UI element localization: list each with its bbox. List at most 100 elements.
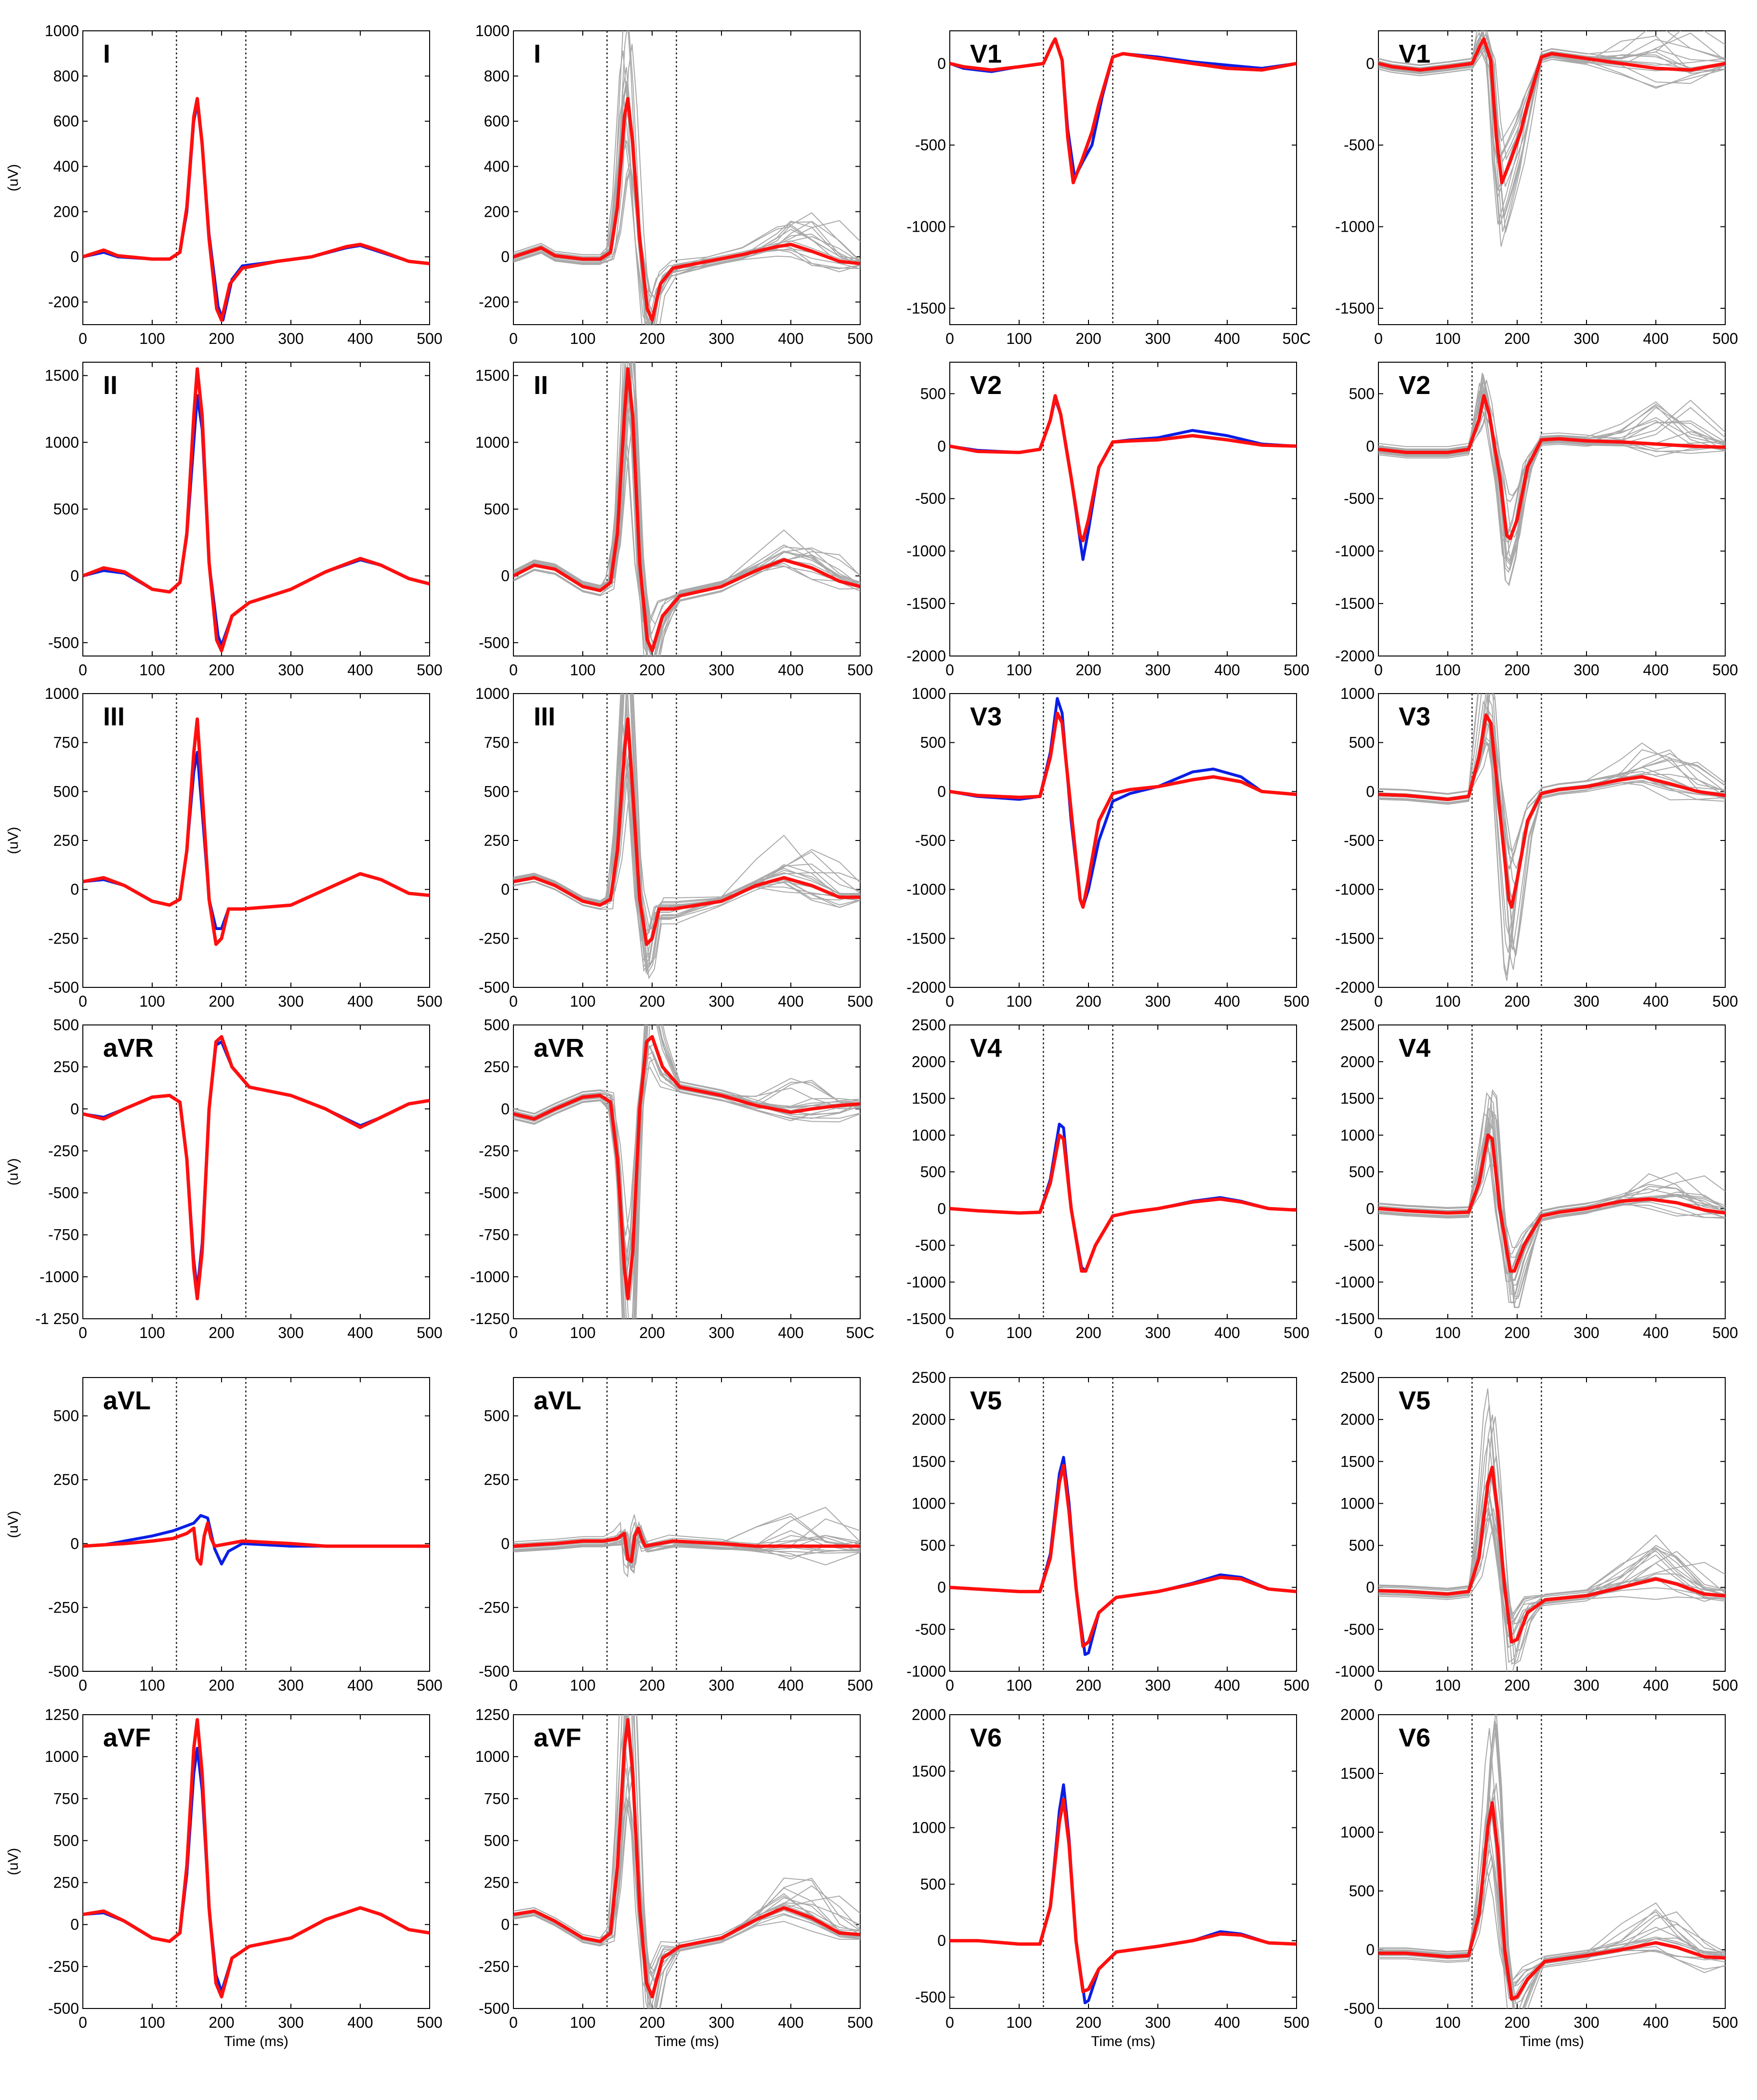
gray-ensemble-trace <box>513 1045 860 1270</box>
x-tick-label: 400 <box>1214 2014 1240 2031</box>
x-tick-label: 400 <box>778 993 803 1010</box>
y-tick-label: 500 <box>53 1832 79 1849</box>
plot-frame <box>1378 1714 1726 2009</box>
gray-ensemble-trace <box>1378 1107 1725 1303</box>
x-tick-label: 100 <box>139 1324 165 1341</box>
gray-ensemble-trace <box>1378 1783 1725 2004</box>
y-tick-label: 250 <box>53 1471 79 1488</box>
gray-ensemble-trace <box>1378 1092 1725 1303</box>
y-tick-label: 0 <box>70 1916 79 1933</box>
lead-label: II <box>103 371 118 400</box>
x-tick-label: 0 <box>509 2014 518 2031</box>
red-trace <box>950 711 1297 909</box>
panel-v5-overlay: 0 100 200 300 400 500 -1000 -500 0 500 1000 1500 200… <box>906 1369 1310 1694</box>
gray-ensemble-trace <box>513 31 860 325</box>
y-tick-label: 500 <box>920 1537 946 1554</box>
gray-ensemble-trace <box>1378 377 1725 587</box>
x-tick-label: 300 <box>1145 993 1170 1010</box>
trace-layer <box>1378 1715 1725 2008</box>
lead-label: aVR <box>534 1034 584 1063</box>
y-tick-label: -1000 <box>906 1663 946 1680</box>
y-tick-label: -1000 <box>470 1268 510 1286</box>
y-axis-label: (uV) <box>5 164 21 192</box>
x-tick-label: 100 <box>139 1677 165 1694</box>
gray-ensemble-trace <box>1378 379 1725 565</box>
x-tick-label: 400 <box>347 2014 373 2031</box>
x-tick-label: 500 <box>1712 2014 1738 2031</box>
y-tick-label: -500 <box>915 1989 946 2006</box>
x-tick-label: 400 <box>778 661 803 679</box>
y-tick-label: -1000 <box>906 881 946 898</box>
x-tick-label: 500 <box>1712 661 1738 679</box>
x-tick-label: 200 <box>209 993 234 1010</box>
x-tick-label: 400 <box>1643 330 1668 347</box>
x-tick-label: 0 <box>79 1677 87 1694</box>
gray-ensemble-trace <box>1378 1507 1725 1625</box>
x-tick-label: 300 <box>1573 330 1599 347</box>
y-tick-label: -750 <box>479 1226 510 1244</box>
y-tick-label: -500 <box>1344 490 1375 507</box>
red-trace <box>513 367 860 653</box>
gray-ensemble-trace <box>1378 1862 1725 1987</box>
gray-ensemble-trace <box>1378 391 1725 538</box>
x-tick-label: 400 <box>778 2014 803 2031</box>
x-tick-label: 300 <box>1573 1677 1599 1694</box>
gray-ensemble-trace <box>1378 700 1725 936</box>
y-tick-label: -1000 <box>1335 542 1375 560</box>
gray-ensemble-trace <box>1378 390 1725 544</box>
y-tick-label: -500 <box>915 1621 946 1638</box>
gray-ensemble-trace <box>513 370 860 650</box>
x-tick-label: 300 <box>1573 661 1599 679</box>
panel-ii-gray-ensemble: 0 100 200 300 400 500 -500 0 500 1000 1500 II <box>475 362 873 679</box>
y-tick-label: 600 <box>53 113 79 130</box>
y-tick-label: 250 <box>53 1874 79 1891</box>
x-tick-label: 500 <box>1284 1324 1309 1341</box>
x-tick-label: 500 <box>847 993 873 1010</box>
trace-layer <box>1378 1089 1725 1308</box>
gray-ensemble-trace <box>1378 382 1725 560</box>
gray-ensemble-trace <box>1378 31 1725 224</box>
gray-ensemble-trace <box>513 31 860 325</box>
x-tick-label: 200 <box>639 1324 665 1341</box>
y-tick-label: -1 250 <box>35 1310 79 1327</box>
y-tick-label: 1500 <box>912 1090 946 1107</box>
y-tick-label: -1250 <box>470 1310 510 1327</box>
y-axis-label: (uV) <box>5 1848 21 1876</box>
x-tick-label: 500 <box>417 1324 442 1341</box>
gray-ensemble-trace <box>513 694 860 968</box>
gray-ensemble-trace <box>513 95 860 325</box>
x-tick-label: 200 <box>639 993 665 1010</box>
y-tick-label: 1000 <box>912 1819 946 1837</box>
gray-ensemble-trace <box>1378 387 1725 571</box>
plot-frame <box>949 1714 1297 2009</box>
plot-frame <box>513 362 861 656</box>
gray-ensemble-trace <box>513 416 860 630</box>
gray-ensemble-trace <box>513 749 860 931</box>
x-tick-label: 100 <box>1435 1677 1460 1694</box>
x-tick-label: 300 <box>278 661 303 679</box>
x-tick-label: 200 <box>1504 330 1530 347</box>
y-tick-label: 0 <box>937 1200 946 1217</box>
red-trace <box>513 1035 860 1300</box>
gray-ensemble-trace <box>1378 1125 1725 1286</box>
trace-layer <box>950 697 1297 909</box>
panel-iii-gray-ensemble: 0 100 200 300 400 500 -500 -250 0 250 500 750 1000 II… <box>475 685 873 1010</box>
y-tick-label: -500 <box>915 490 946 507</box>
panel-v6-gray-ensemble: 0 100 200 300 400 500-5000500100015002000V6Ti… <box>1340 1706 1738 2049</box>
plot-frame <box>513 693 861 988</box>
gray-ensemble-trace <box>513 1056 860 1262</box>
y-tick-label: 500 <box>53 783 79 800</box>
x-tick-label: 400 <box>347 330 373 347</box>
x-tick-label: 200 <box>1075 2014 1101 2031</box>
panel-avl-gray-ensemble: 0 100 200 300 400 500 -500 -250 0 250 500 aVL <box>479 1377 873 1694</box>
red-trace <box>513 717 860 946</box>
x-tick-label: 300 <box>278 1324 303 1341</box>
y-tick-label: -250 <box>48 930 79 947</box>
y-tick-label: 750 <box>484 734 510 751</box>
y-tick-label: 1000 <box>45 1748 79 1765</box>
gray-ensemble-trace <box>513 694 860 970</box>
red-trace <box>513 1718 860 1999</box>
gray-ensemble-trace <box>1378 32 1725 219</box>
red-trace <box>1378 394 1725 540</box>
y-tick-label: 2000 <box>912 1411 946 1428</box>
